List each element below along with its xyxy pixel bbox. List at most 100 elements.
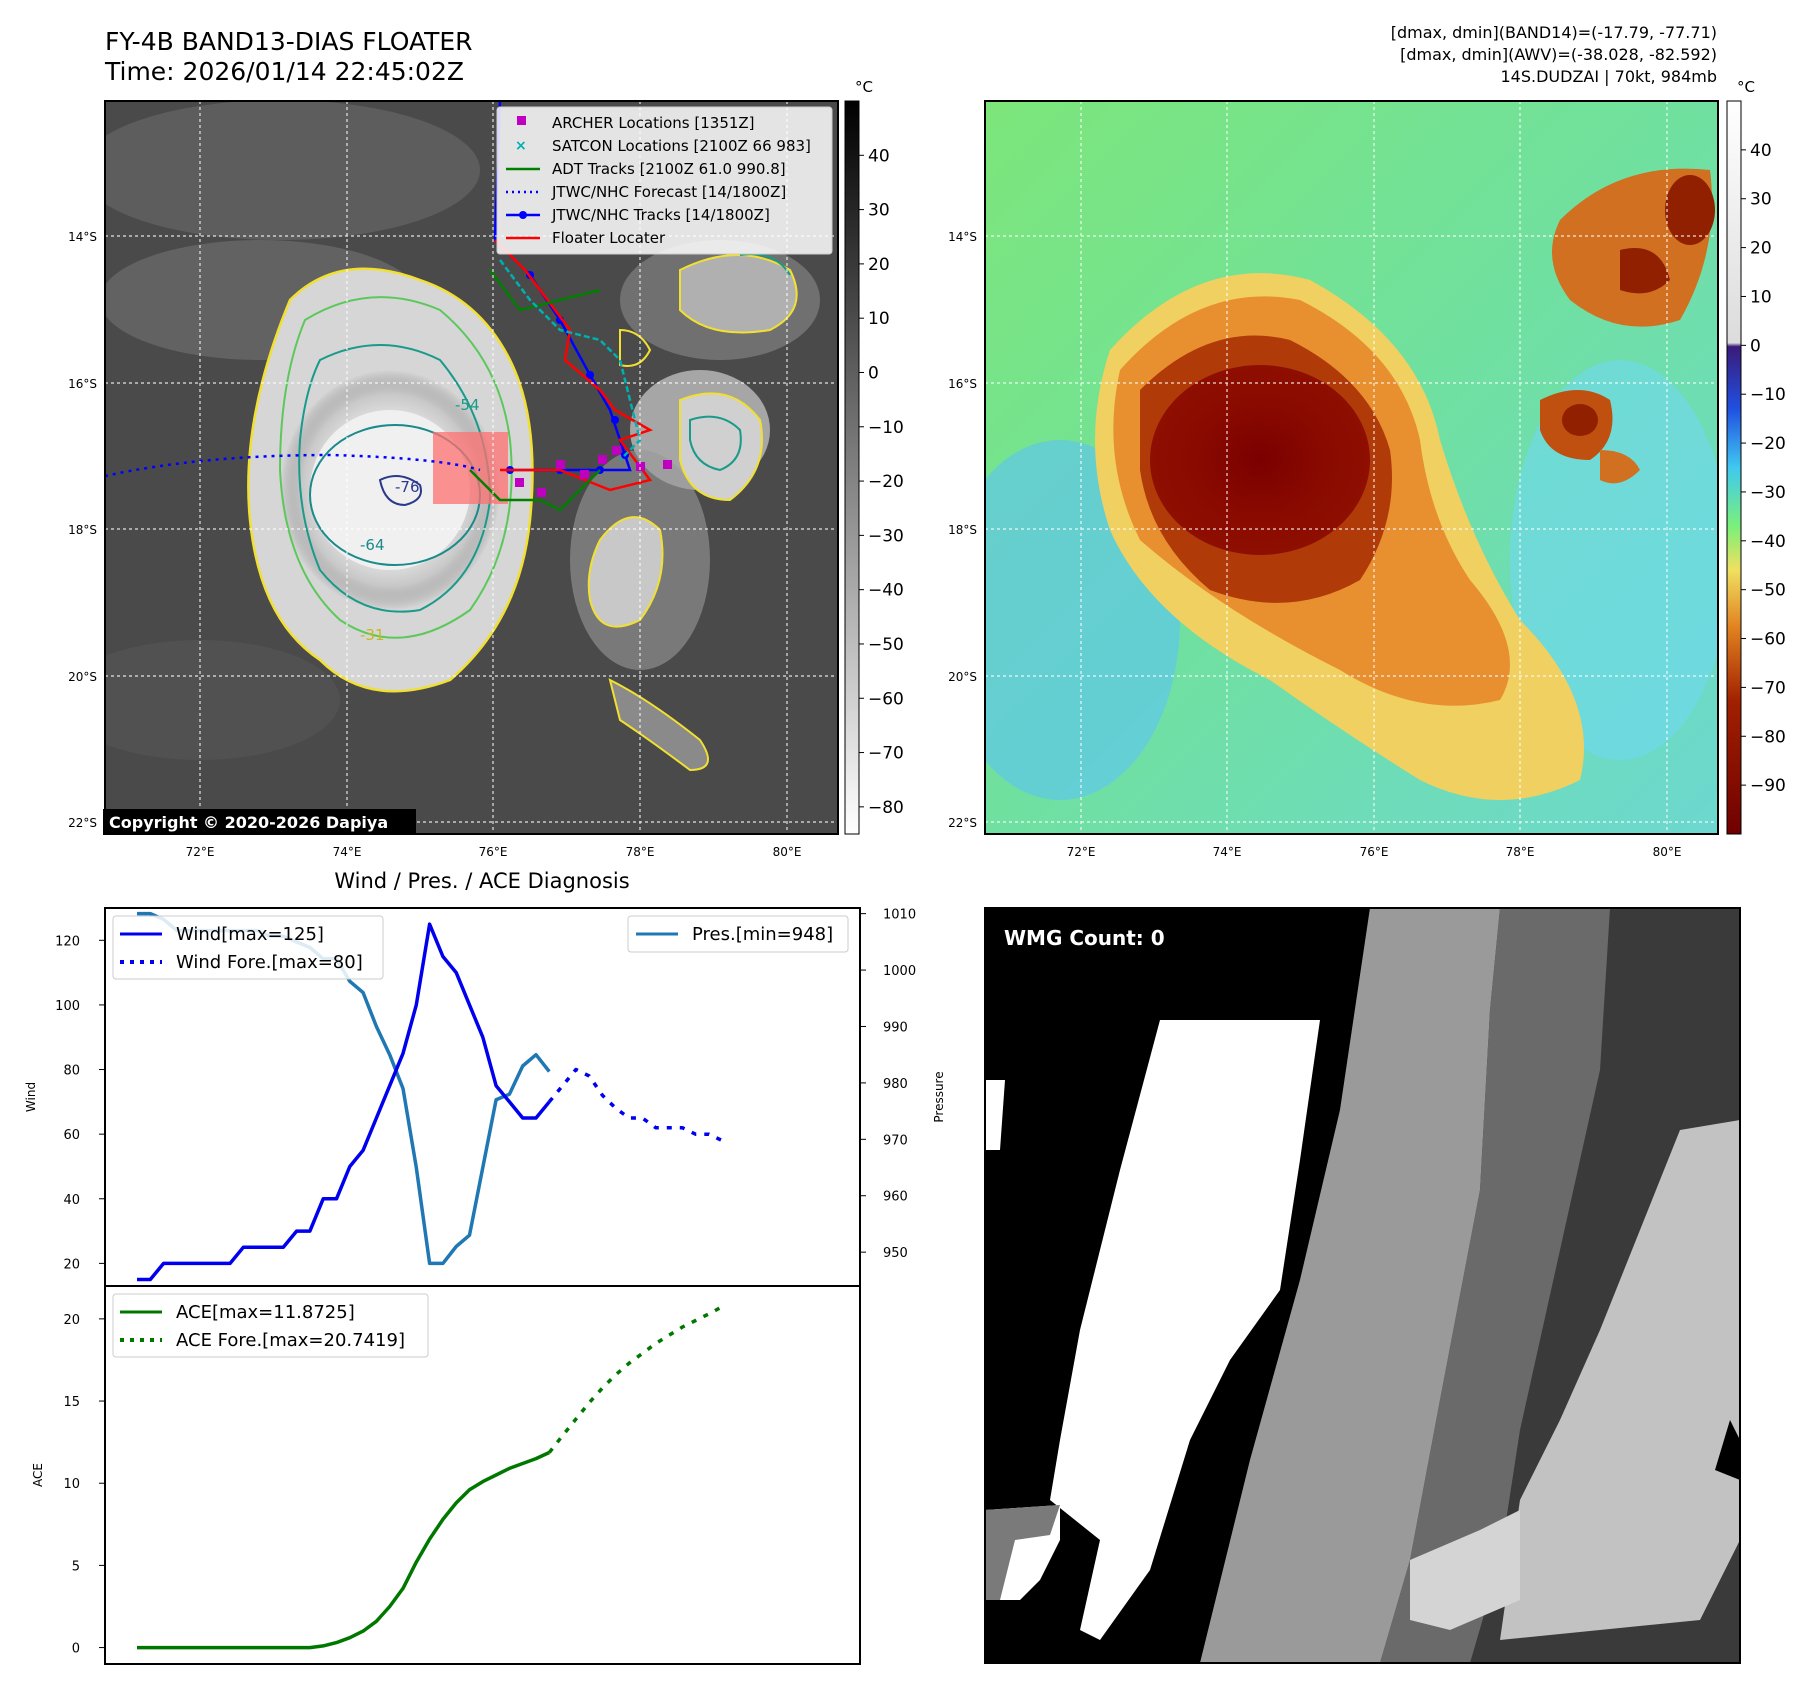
x-marker-icon: × [515,138,527,154]
pressure-y-tick-label: 1010 [883,908,916,923]
archer-markers [515,446,672,497]
wind-forecast-line [547,1067,723,1143]
wind-axis-label: Wind [24,1082,38,1112]
legend-pressure: Pres.[min=948] [692,924,833,945]
legend-archer: ARCHER Locations [1351Z] [552,114,755,132]
adt-track-line [469,269,601,512]
lon-tick-76: 76°E [479,845,508,859]
lat-tick-22: 22°S [68,816,97,830]
wind-y-tick-label: 60 [63,1128,80,1143]
pressure-y-tick-label: 1000 [883,964,916,979]
lat-tick-20: 20°S [68,670,97,684]
awv-colorbar-tick-label: −80 [1750,727,1786,747]
ace-forecast-line [547,1305,724,1454]
ace-y-tick-label: 10 [63,1477,80,1492]
awv-lat-tick-16: 16°S [948,377,977,391]
lat-tick-14: 14°S [68,230,97,244]
awv-colorbar-tick-label: −20 [1750,434,1786,454]
awv-lat-tick-22: 22°S [948,816,977,830]
ir-colorbar-tick-label: 40 [868,146,890,166]
awv-colorbar-tick-label: −40 [1750,532,1786,552]
ace-legend: ACE[max=11.8725] ACE Fore.[max=20.7419] [112,1293,429,1358]
ace-chart: 0 5 10 15 20 ACE ACE[max=11.8725] ACE Fore.[… [31,1285,861,1665]
jtwc-forecast-line [105,453,481,478]
legend-jtwc-forecast: JTWC/NHC Forecast [14/1800Z] [551,183,786,201]
wind-y-tick-label: 20 [63,1257,80,1272]
awv-lon-tick-76: 76°E [1360,845,1389,859]
ir-colorbar-tick-label: −10 [868,418,904,438]
floater-box [433,432,508,504]
ir-colorbar: °C 40 30 20 10 0 −10 −20 −30 −40 −50 −60 −70 −80 [844,78,904,835]
info-band14: [dmax, dmin](BAND14)=(-17.79, -77.71) [1391,23,1717,42]
wind-y-tick-label: 80 [63,1064,80,1079]
figure-title: FY-4B BAND13-DIAS FLOATER [105,27,473,56]
lon-tick-74: 74°E [333,845,362,859]
lon-tick-78: 78°E [626,845,655,859]
ir-colorbar-tick-label: −50 [868,635,904,655]
ace-y-tick-label: 5 [72,1559,80,1574]
awv-lon-tick-80: 80°E [1653,845,1682,859]
awv-colorbar-tick-label: 20 [1750,239,1772,259]
awv-colorbar-tick-label: −10 [1750,385,1786,405]
pressure-y-tick-label: 960 [883,1190,908,1205]
wind-line [137,922,551,1282]
copyright-text: Copyright © 2020-2026 Dapiya [109,813,388,832]
legend-satcon: SATCON Locations [2100Z 66 983] [552,137,811,155]
contour-label-31: -31 [360,626,385,644]
pressure-legend: Pres.[min=948] [627,915,849,953]
contour-label-76: -76 [395,478,420,496]
pressure-axis-label: Pressure [932,1071,946,1122]
wind-y-tick-label: 120 [55,934,80,949]
ir-map-panel: -31 -54 -64 -76 [68,100,839,859]
wind-legend: Wind[max=125] Wind Fore.[max=80] [112,915,384,980]
ir-colorbar-tick-label: 30 [868,201,890,221]
ir-colorbar-tick-label: 10 [868,309,890,329]
awv-colorbar-tick-label: −90 [1750,776,1786,796]
lat-tick-18: 18°S [68,523,97,537]
ace-y-tick-label: 15 [63,1395,80,1410]
awv-lat-tick-18: 18°S [948,523,977,537]
contour-label-64: -64 [360,536,385,554]
ace-line [137,1450,551,1650]
diagnosis-title: Wind / Pres. / ACE Diagnosis [334,869,629,893]
awv-colorbar-tick-label: 0 [1750,336,1761,356]
ir-colorbar-tick-label: −70 [868,744,904,764]
awv-colorbar: °C 40 30 20 10 0 −10 −20 −30 −40 −50 −60 −70 −80 −90 [1726,78,1786,835]
legend-jtwc-track: JTWC/NHC Tracks [14/1800Z] [551,206,770,224]
awv-lat-tick-14: 14°S [948,230,977,244]
lon-tick-72: 72°E [186,845,215,859]
awv-map-panel: 72°E 74°E 76°E 78°E 80°E 14°S 16°S 18°S … [948,100,1719,859]
contour-label-54: -54 [455,396,480,414]
floater-track-line [494,239,654,492]
awv-lon-tick-78: 78°E [1506,845,1535,859]
info-storm: 14S.DUDZAI | 70kt, 984mb [1501,67,1718,86]
awv-lon-tick-74: 74°E [1213,845,1242,859]
awv-lat-tick-20: 20°S [948,670,977,684]
wind-y-tick-label: 100 [55,999,80,1014]
awv-colorbar-tick-label: −70 [1750,678,1786,698]
ir-colorbar-tick-label: −30 [868,526,904,546]
awv-colorbar-tick-label: −30 [1750,483,1786,503]
awv-colorbar-tick-label: 10 [1750,287,1772,307]
info-awv: [dmax, dmin](AWV)=(-38.028, -82.592) [1400,45,1717,64]
legend-ace: ACE[max=11.8725] [176,1302,355,1323]
map-legend: ARCHER Locations [1351Z] × SATCON Locati… [496,106,833,255]
figure-time: Time: 2026/01/14 22:45:02Z [104,57,464,86]
pressure-y-tick-label: 970 [883,1133,908,1148]
legend-ace-forecast: ACE Fore.[max=20.7419] [176,1330,405,1351]
lat-tick-16: 16°S [68,377,97,391]
pressure-y-tick-label: 980 [883,1077,908,1092]
ir-colorbar-tick-label: 0 [868,363,879,383]
satcon-track-line [499,259,642,461]
wmg-count-label: WMG Count: 0 [1004,926,1165,950]
lon-tick-80: 80°E [773,845,802,859]
awv-colorbar-tick-label: 40 [1750,141,1772,161]
awv-colorbar-tick-label: −50 [1750,581,1786,601]
ir-colorbar-unit: °C [855,78,873,96]
ir-colorbar-tick-label: −60 [868,689,904,709]
pressure-y-tick-label: 950 [883,1246,908,1261]
pressure-y-tick-label: 990 [883,1020,908,1035]
ace-y-tick-label: 20 [63,1313,80,1328]
wmg-panel: WMG Count: 0 [984,907,1741,1664]
